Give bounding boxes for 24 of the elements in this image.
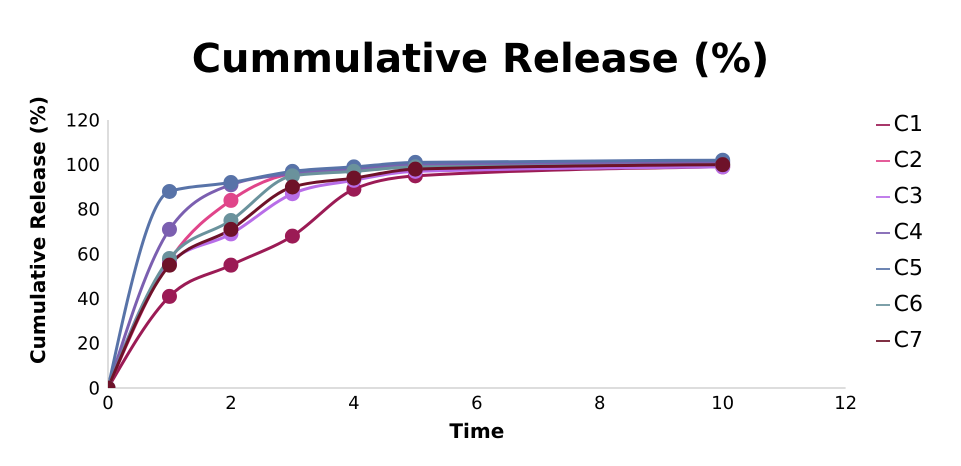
chart-title: Cummulative Release (%) xyxy=(190,36,770,82)
y-tick-label: 100 xyxy=(66,155,100,176)
legend-label: C1 xyxy=(894,112,923,137)
y-tick-label: 0 xyxy=(88,378,100,400)
x-tick-label: 12 xyxy=(834,392,858,414)
y-tick-label: 60 xyxy=(77,244,100,266)
legend-label: C7 xyxy=(894,328,923,353)
y-tick-label: 120 xyxy=(66,110,100,132)
legend-label: C5 xyxy=(894,256,923,281)
y-axis-title: Cumulative Release (%) xyxy=(26,96,50,364)
x-axis-title: Time xyxy=(449,419,504,443)
x-tick-label: 4 xyxy=(348,392,360,414)
y-tick-label: 40 xyxy=(77,289,100,310)
y-tick-label: 20 xyxy=(77,334,100,355)
x-tick-label: 6 xyxy=(471,392,483,414)
legend-label: C6 xyxy=(894,292,923,317)
legend-label: C4 xyxy=(894,220,923,245)
x-tick-label: 0 xyxy=(102,392,114,414)
legend-label: C2 xyxy=(894,148,923,173)
legend-label: C3 xyxy=(894,184,923,209)
y-tick-label: 80 xyxy=(77,200,100,221)
x-tick-label: 10 xyxy=(711,392,734,414)
x-tick-label: 8 xyxy=(594,392,606,414)
x-tick-label: 2 xyxy=(225,392,237,414)
